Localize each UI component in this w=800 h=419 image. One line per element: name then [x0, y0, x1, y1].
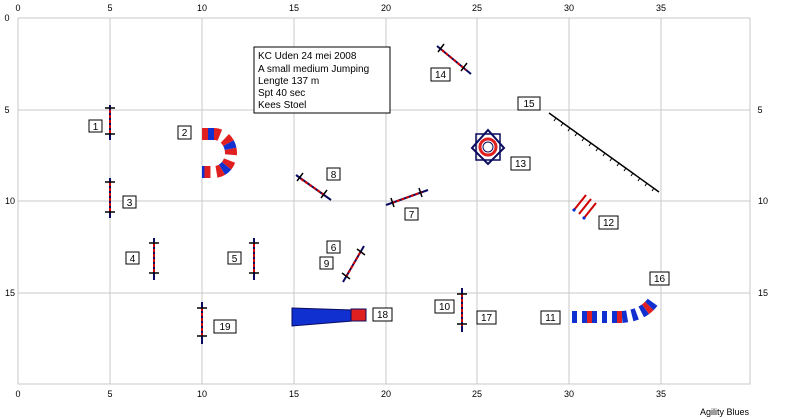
y-tick-left: 0: [4, 13, 9, 23]
jump-6-9: [341, 245, 366, 283]
jump-8: [295, 172, 332, 201]
obstacle-label-1: 1: [93, 122, 99, 133]
obstacle-label-3: 3: [127, 198, 133, 209]
y-tick-right: 10: [758, 196, 768, 206]
obstacle-label-10: 10: [439, 302, 451, 313]
jump-1: [105, 105, 115, 140]
right-axis: 5 10 15: [757, 105, 768, 298]
obstacle-label-13: 13: [515, 159, 527, 170]
info-line-time: Spt 40 sec: [258, 88, 305, 99]
x-tick-top: 35: [656, 3, 666, 13]
obstacle-label-18: 18: [377, 310, 389, 321]
x-tick-top: 25: [472, 3, 482, 13]
obstacle-label-14: 14: [435, 70, 447, 81]
info-line-length: Lengte 137 m: [258, 76, 319, 87]
x-tick-bottom: 20: [381, 389, 391, 399]
jump-4: [149, 238, 159, 280]
obstacle-label-11: 11: [545, 313, 556, 324]
obstacle-label-17: 17: [481, 313, 493, 324]
x-tick-top: 20: [381, 3, 391, 13]
y-tick-left: 15: [5, 288, 15, 298]
info-line-class: A small medium Jumping: [258, 64, 369, 75]
obstacle-label-6: 6: [331, 243, 337, 254]
tunnel-11: [572, 296, 660, 323]
info-line-judge: Kees Stoel: [258, 100, 306, 111]
y-tick-right: 5: [757, 105, 762, 115]
jump-7: [385, 187, 429, 208]
x-tick-bottom: 5: [107, 389, 112, 399]
left-axis: 0 5 10 15: [4, 13, 15, 298]
jump-14: [436, 43, 472, 75]
x-tick-bottom: 15: [289, 389, 299, 399]
y-tick-right: 15: [758, 288, 768, 298]
tire-13: [470, 128, 506, 166]
obstacle-label-16: 16: [654, 274, 666, 285]
course-info-box: KC Uden 24 mei 2008 A small medium Jumpi…: [253, 46, 391, 114]
x-tick-top: 15: [289, 3, 299, 13]
chute-18: [291, 307, 367, 327]
x-tick-bottom: 10: [197, 389, 207, 399]
obstacle-label-12: 12: [603, 218, 615, 229]
obstacle-label-15: 15: [523, 99, 535, 110]
info-line-event: KC Uden 24 mei 2008: [258, 51, 357, 62]
credit-text: Agility Blues: [700, 407, 750, 417]
x-tick-top: 30: [564, 3, 574, 13]
x-tick-bottom: 0: [15, 389, 20, 399]
x-tick-top: 5: [107, 3, 112, 13]
jump-10-17: [457, 288, 467, 332]
bottom-axis: 0 5 10 15 20 25 30 35: [15, 389, 666, 399]
tunnel-2: [202, 128, 237, 178]
y-tick-left: 10: [5, 196, 15, 206]
jump-12: [571, 194, 597, 221]
obstacle-label-4: 4: [130, 254, 136, 265]
x-tick-bottom: 35: [656, 389, 666, 399]
x-tick-bottom: 30: [564, 389, 574, 399]
obstacle-label-9: 9: [324, 259, 330, 270]
obstacle-label-19: 19: [219, 322, 231, 333]
top-axis: 0 5 10 15 20 25 30 35: [15, 3, 666, 13]
obstacle-label-5: 5: [232, 254, 238, 265]
jump-3: [105, 178, 115, 218]
x-tick-top: 10: [197, 3, 207, 13]
dogwalk-15: [548, 112, 660, 193]
jump-19: [197, 302, 207, 344]
obstacle-label-2: 2: [182, 128, 188, 139]
x-tick-top: 0: [15, 3, 20, 13]
obstacle-label-8: 8: [331, 170, 337, 181]
x-tick-bottom: 25: [472, 389, 482, 399]
obstacle-label-7: 7: [409, 210, 415, 221]
jump-5: [249, 238, 259, 280]
y-tick-left: 5: [4, 105, 9, 115]
